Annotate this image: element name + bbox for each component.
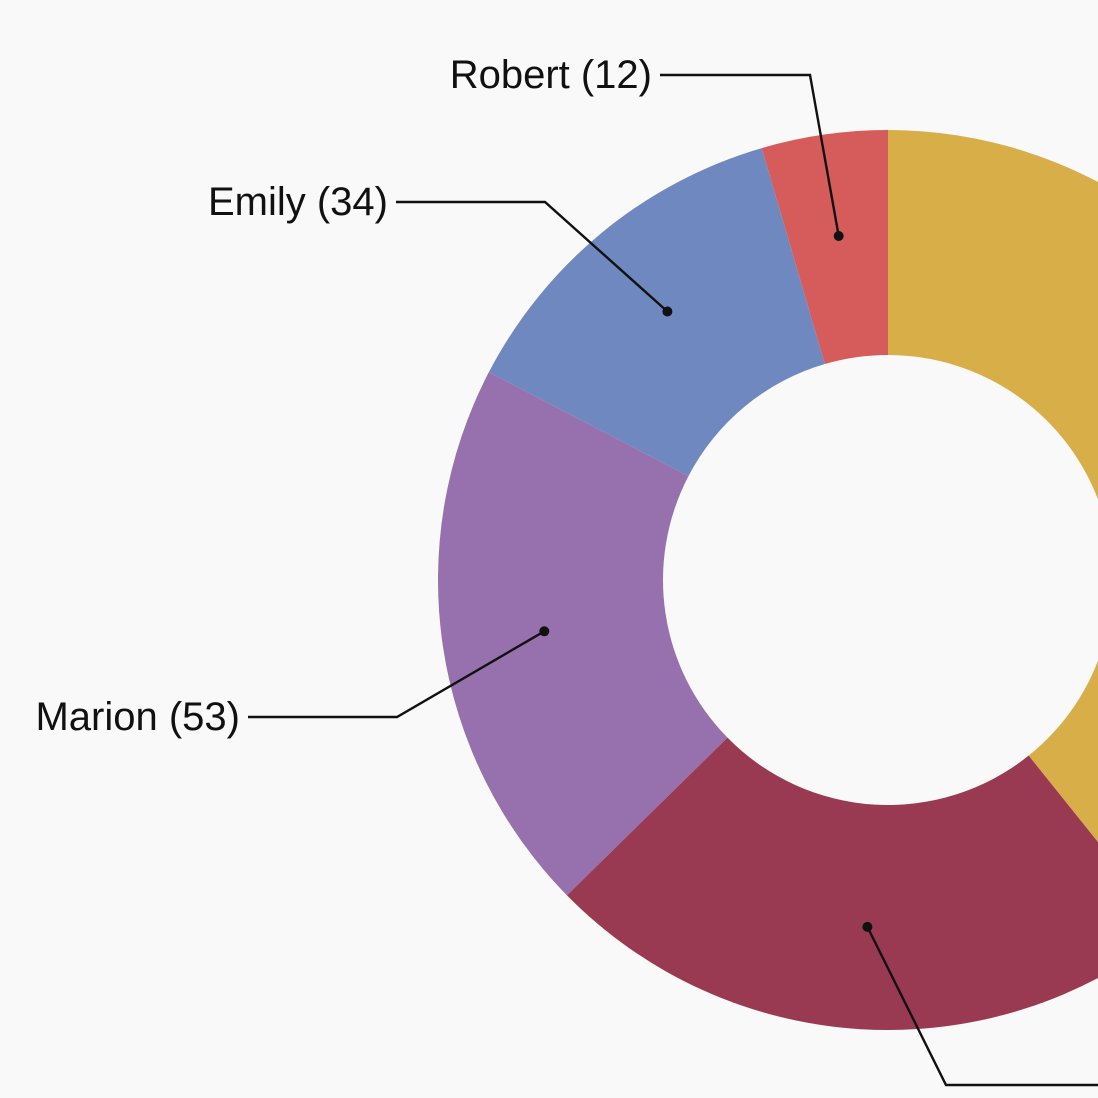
leader-line-segment-4 — [866, 926, 1098, 1087]
leader-dot-robert — [833, 231, 844, 241]
slice-label-marion: Marion (53) — [35, 695, 240, 739]
slice-marion — [438, 372, 728, 896]
leader-dot-emily — [662, 306, 673, 317]
leader-line-emily — [396, 200, 669, 313]
leader-dot-segment-4 — [862, 921, 873, 932]
slice-label-robert: Robert (12) — [450, 53, 652, 97]
labels-layer: Robert (12) Emily (34) Marion (53) — [35, 53, 1098, 1087]
leader-dot-marion — [539, 626, 550, 637]
slice-label-emily: Emily (34) — [208, 180, 388, 224]
slice-robert — [761, 130, 888, 365]
slice-emily — [488, 148, 825, 477]
slices-layer — [438, 130, 1098, 1030]
slice-segment-4 — [566, 737, 1098, 1030]
leader-line-robert — [660, 73, 840, 237]
slice-segment-5 — [888, 130, 1098, 842]
leader-line-marion — [248, 630, 545, 719]
